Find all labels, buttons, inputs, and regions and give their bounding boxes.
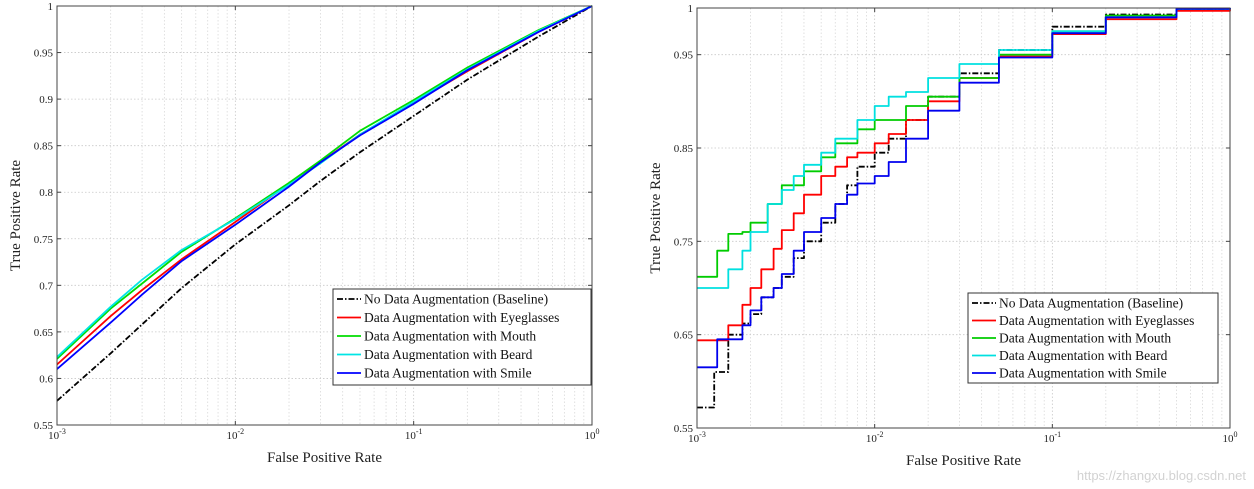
- x-tick-label: 100: [585, 427, 600, 442]
- y-tick-label: 0.75: [674, 236, 694, 248]
- y-tick-label: 0.55: [674, 423, 694, 435]
- series-group: [697, 8, 1231, 409]
- x-axis-label: False Positive Rate: [267, 450, 382, 466]
- legend-entry-5: Data Augmentation with Smile: [999, 366, 1167, 381]
- y-tick-label: 0.95: [674, 50, 694, 62]
- series-line-3: [56, 5, 593, 360]
- series-line-2: [697, 8, 1231, 342]
- legend: No Data Augmentation (Baseline) Data Augm…: [332, 288, 592, 386]
- legend-entry-2: Data Augmentation with Eyeglasses: [999, 313, 1194, 328]
- chart-2: 0.55 0.65 0.75 0.85 0.95 1 10-3 10-2 10-1 100 Fals…: [648, 3, 1238, 469]
- x-tick-label: 100: [1223, 430, 1238, 445]
- x-tick-label: 10-3: [48, 427, 66, 442]
- legend-entry-3: Data Augmentation with Mouth: [999, 331, 1171, 346]
- y-tick-label: 0.6: [39, 373, 53, 385]
- legend-entry-3: Data Augmentation with Mouth: [364, 329, 536, 344]
- y-tick-label: 0.65: [674, 330, 694, 342]
- y-tick-label: 0.55: [34, 420, 54, 432]
- series-line-5: [697, 8, 1231, 369]
- legend-entry-2: Data Augmentation with Eyeglasses: [364, 310, 559, 325]
- y-tick-label: 0.65: [34, 327, 54, 339]
- series-line-1: [56, 5, 593, 402]
- x-tick-label: 10-1: [1043, 430, 1061, 445]
- series-group: [56, 5, 593, 402]
- legend-box: [332, 288, 592, 386]
- legend-entry-4: Data Augmentation with Beard: [364, 347, 533, 362]
- x-tick-label: 10-2: [866, 430, 884, 445]
- y-tick-label: 1: [48, 1, 54, 13]
- watermark-text: https://zhangxu.blog.csdn.net: [1076, 468, 1246, 483]
- legend-entry-1: No Data Augmentation (Baseline): [364, 292, 548, 307]
- y-axis-label: True Positive Rate: [648, 162, 664, 273]
- chart-1: 0.55 0.6 0.65 0.7 0.75 0.8 0.85 0.9 0.95 1 10-3 10-…: [8, 1, 600, 466]
- legend-entry-4: Data Augmentation with Beard: [999, 348, 1168, 363]
- y-axis-label: True Positive Rate: [8, 160, 24, 271]
- y-tick-label: 0.9: [39, 94, 53, 106]
- y-tick-label: 0.7: [39, 280, 53, 292]
- y-tick-label: 0.75: [34, 234, 54, 246]
- y-tick-label: 0.85: [674, 143, 694, 155]
- x-tick-label: 10-1: [405, 427, 423, 442]
- y-tick-label: 0.95: [34, 48, 54, 60]
- y-tick-label: 1: [688, 3, 694, 15]
- legend-entry-1: No Data Augmentation (Baseline): [999, 296, 1183, 311]
- x-tick-label: 10-3: [688, 430, 706, 445]
- axes-box: [56, 5, 593, 426]
- x-axis-label: False Positive Rate: [906, 453, 1021, 469]
- y-tick-label: 0.8: [39, 187, 53, 199]
- legend: No Data Augmentation (Baseline) Data Augm…: [967, 292, 1219, 384]
- series-line-5: [56, 5, 593, 370]
- legend-box: [967, 292, 1219, 384]
- x-tick-label: 10-2: [226, 427, 244, 442]
- axes-box: [696, 7, 1231, 429]
- y-tick-label: 0.85: [34, 141, 54, 153]
- legend-entry-5: Data Augmentation with Smile: [364, 366, 532, 381]
